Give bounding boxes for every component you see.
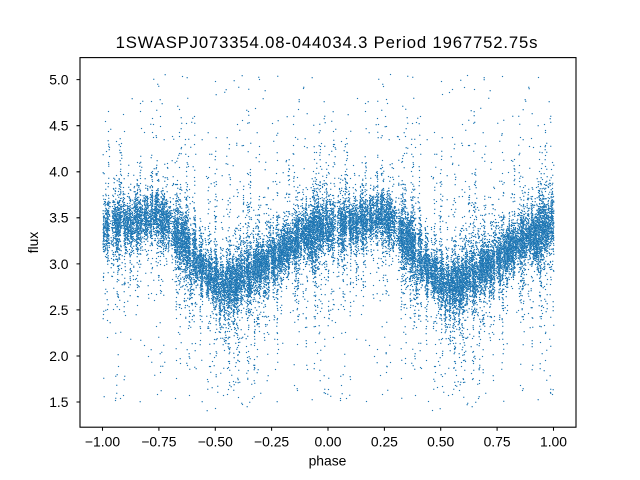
svg-text:0.25: 0.25 [371,434,398,450]
svg-text:0.75: 0.75 [484,434,511,450]
svg-text:2.0: 2.0 [49,348,69,364]
svg-text:−0.50: −0.50 [198,434,233,450]
svg-text:2.5: 2.5 [49,302,69,318]
svg-text:1.00: 1.00 [540,434,567,450]
svg-text:−1.00: −1.00 [85,434,120,450]
svg-text:1SWASPJ073354.08-044034.3 Peri: 1SWASPJ073354.08-044034.3 Period 1967752… [116,33,539,52]
svg-text:4.0: 4.0 [49,164,69,180]
svg-text:0.50: 0.50 [427,434,454,450]
svg-text:0.00: 0.00 [314,434,341,450]
svg-text:3.5: 3.5 [49,210,69,226]
svg-text:−0.25: −0.25 [254,434,289,450]
svg-text:phase: phase [309,453,347,469]
svg-text:−0.75: −0.75 [141,434,176,450]
svg-text:3.0: 3.0 [49,256,69,272]
svg-text:1.5: 1.5 [49,394,69,410]
svg-text:5.0: 5.0 [49,72,69,88]
svg-text:flux: flux [25,232,41,254]
svg-text:4.5: 4.5 [49,118,69,134]
